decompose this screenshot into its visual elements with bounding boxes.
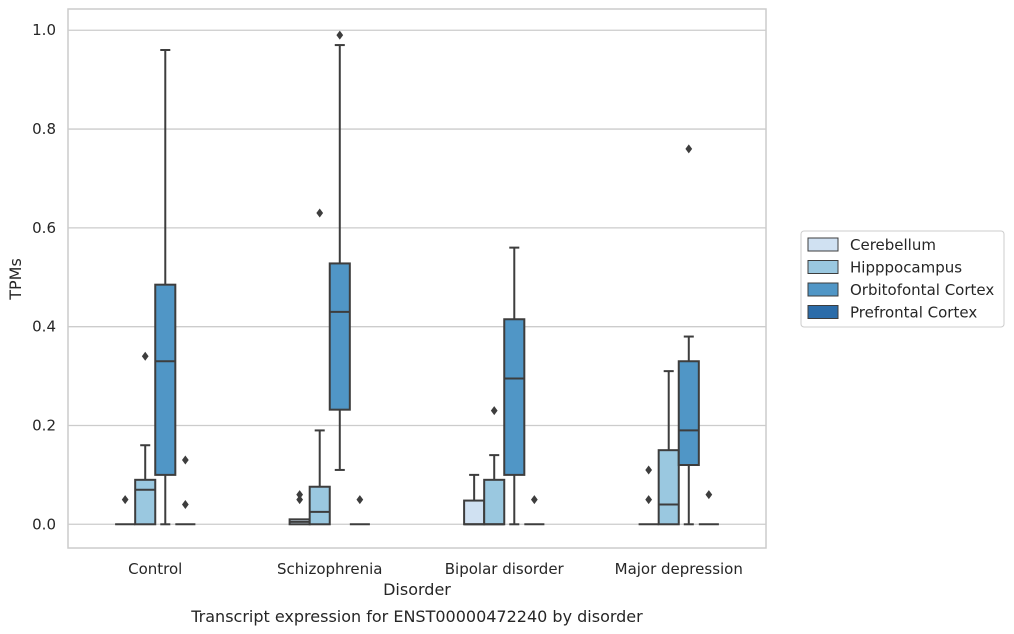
legend-label: Orbitofontal Cortex [850,281,994,299]
x-tick-label: Bipolar disorder [445,560,565,578]
figure-caption: Transcript expression for ENST0000047224… [190,607,643,626]
outlier-point [181,455,189,465]
y-tick-label: 0.8 [32,120,56,138]
legend: Cerebellum Hipppocampus Orbitofontal Corte… [800,230,1005,328]
x-tick-label: Major depression [615,560,743,578]
box-cerebellum [638,465,659,526]
box-series [115,30,719,526]
box-orbitofontal-cortex [328,30,351,471]
legend-swatch [807,282,839,297]
outlier-point [181,500,189,510]
y-tick-label: 0.0 [32,515,56,533]
box-body [308,485,331,526]
outlier-point [296,490,304,500]
x-axis-title: Disorder [383,580,451,599]
legend-label: Prefrontal Cortex [850,304,977,322]
outlier-point [490,406,498,416]
outlier-point [141,351,149,361]
legend-frame [800,230,1005,328]
box-body [134,478,157,526]
outlier-point [356,495,364,505]
legend-swatch [807,237,839,252]
box-hipppocampus [134,351,157,526]
legend-label: Hipppocampus [850,259,962,277]
box-body [677,360,700,467]
box-cerebellum [115,495,136,526]
outlier-point [530,495,538,505]
legend-swatch [807,260,839,274]
box-body [463,499,486,526]
outlier-point [705,490,713,500]
legend-label: Cerebellum [850,236,936,254]
box-body [483,478,506,526]
box-body [328,262,351,411]
x-tick-label: Control [128,560,182,578]
outlier-point [336,30,344,40]
box-hipppocampus [657,370,680,526]
y-tick-label: 0.2 [32,416,56,434]
outlier-point [316,208,324,218]
legend-entries: Cerebellum Hipppocampus Orbitofontal Corte… [807,236,994,322]
outlier-point [685,144,693,154]
box-prefrontal-cortex [349,495,370,526]
box-body [154,283,177,476]
y-axis-ticks: 0.0 0.2 0.4 0.6 0.8 1.0 [32,21,56,533]
box-hipppocampus [308,208,331,526]
y-tick-label: 0.6 [32,219,56,237]
outlier-point [645,465,653,475]
y-tick-label: 0.4 [32,318,56,336]
box-orbitofontal-cortex [154,49,177,526]
box-orbitofontal-cortex [677,144,700,526]
box-prefrontal-cortex [524,495,545,526]
outlier-point [296,495,304,505]
y-tick-label: 1.0 [32,21,56,39]
box-body [503,318,526,476]
outlier-point [645,495,653,505]
box-prefrontal-cortex [698,490,719,526]
box-body [657,449,680,526]
x-tick-label: Schizophrenia [277,560,382,578]
legend-swatch [807,305,839,319]
x-axis-ticks: Control Schizophrenia Bipolar disorder Majo… [128,560,743,578]
box-hipppocampus [483,406,506,526]
outlier-point [121,495,129,505]
box-orbitofontal-cortex [503,246,526,526]
box-prefrontal-cortex [175,455,196,526]
y-axis-title: TPMs [6,258,25,301]
plot-frame [67,8,767,549]
